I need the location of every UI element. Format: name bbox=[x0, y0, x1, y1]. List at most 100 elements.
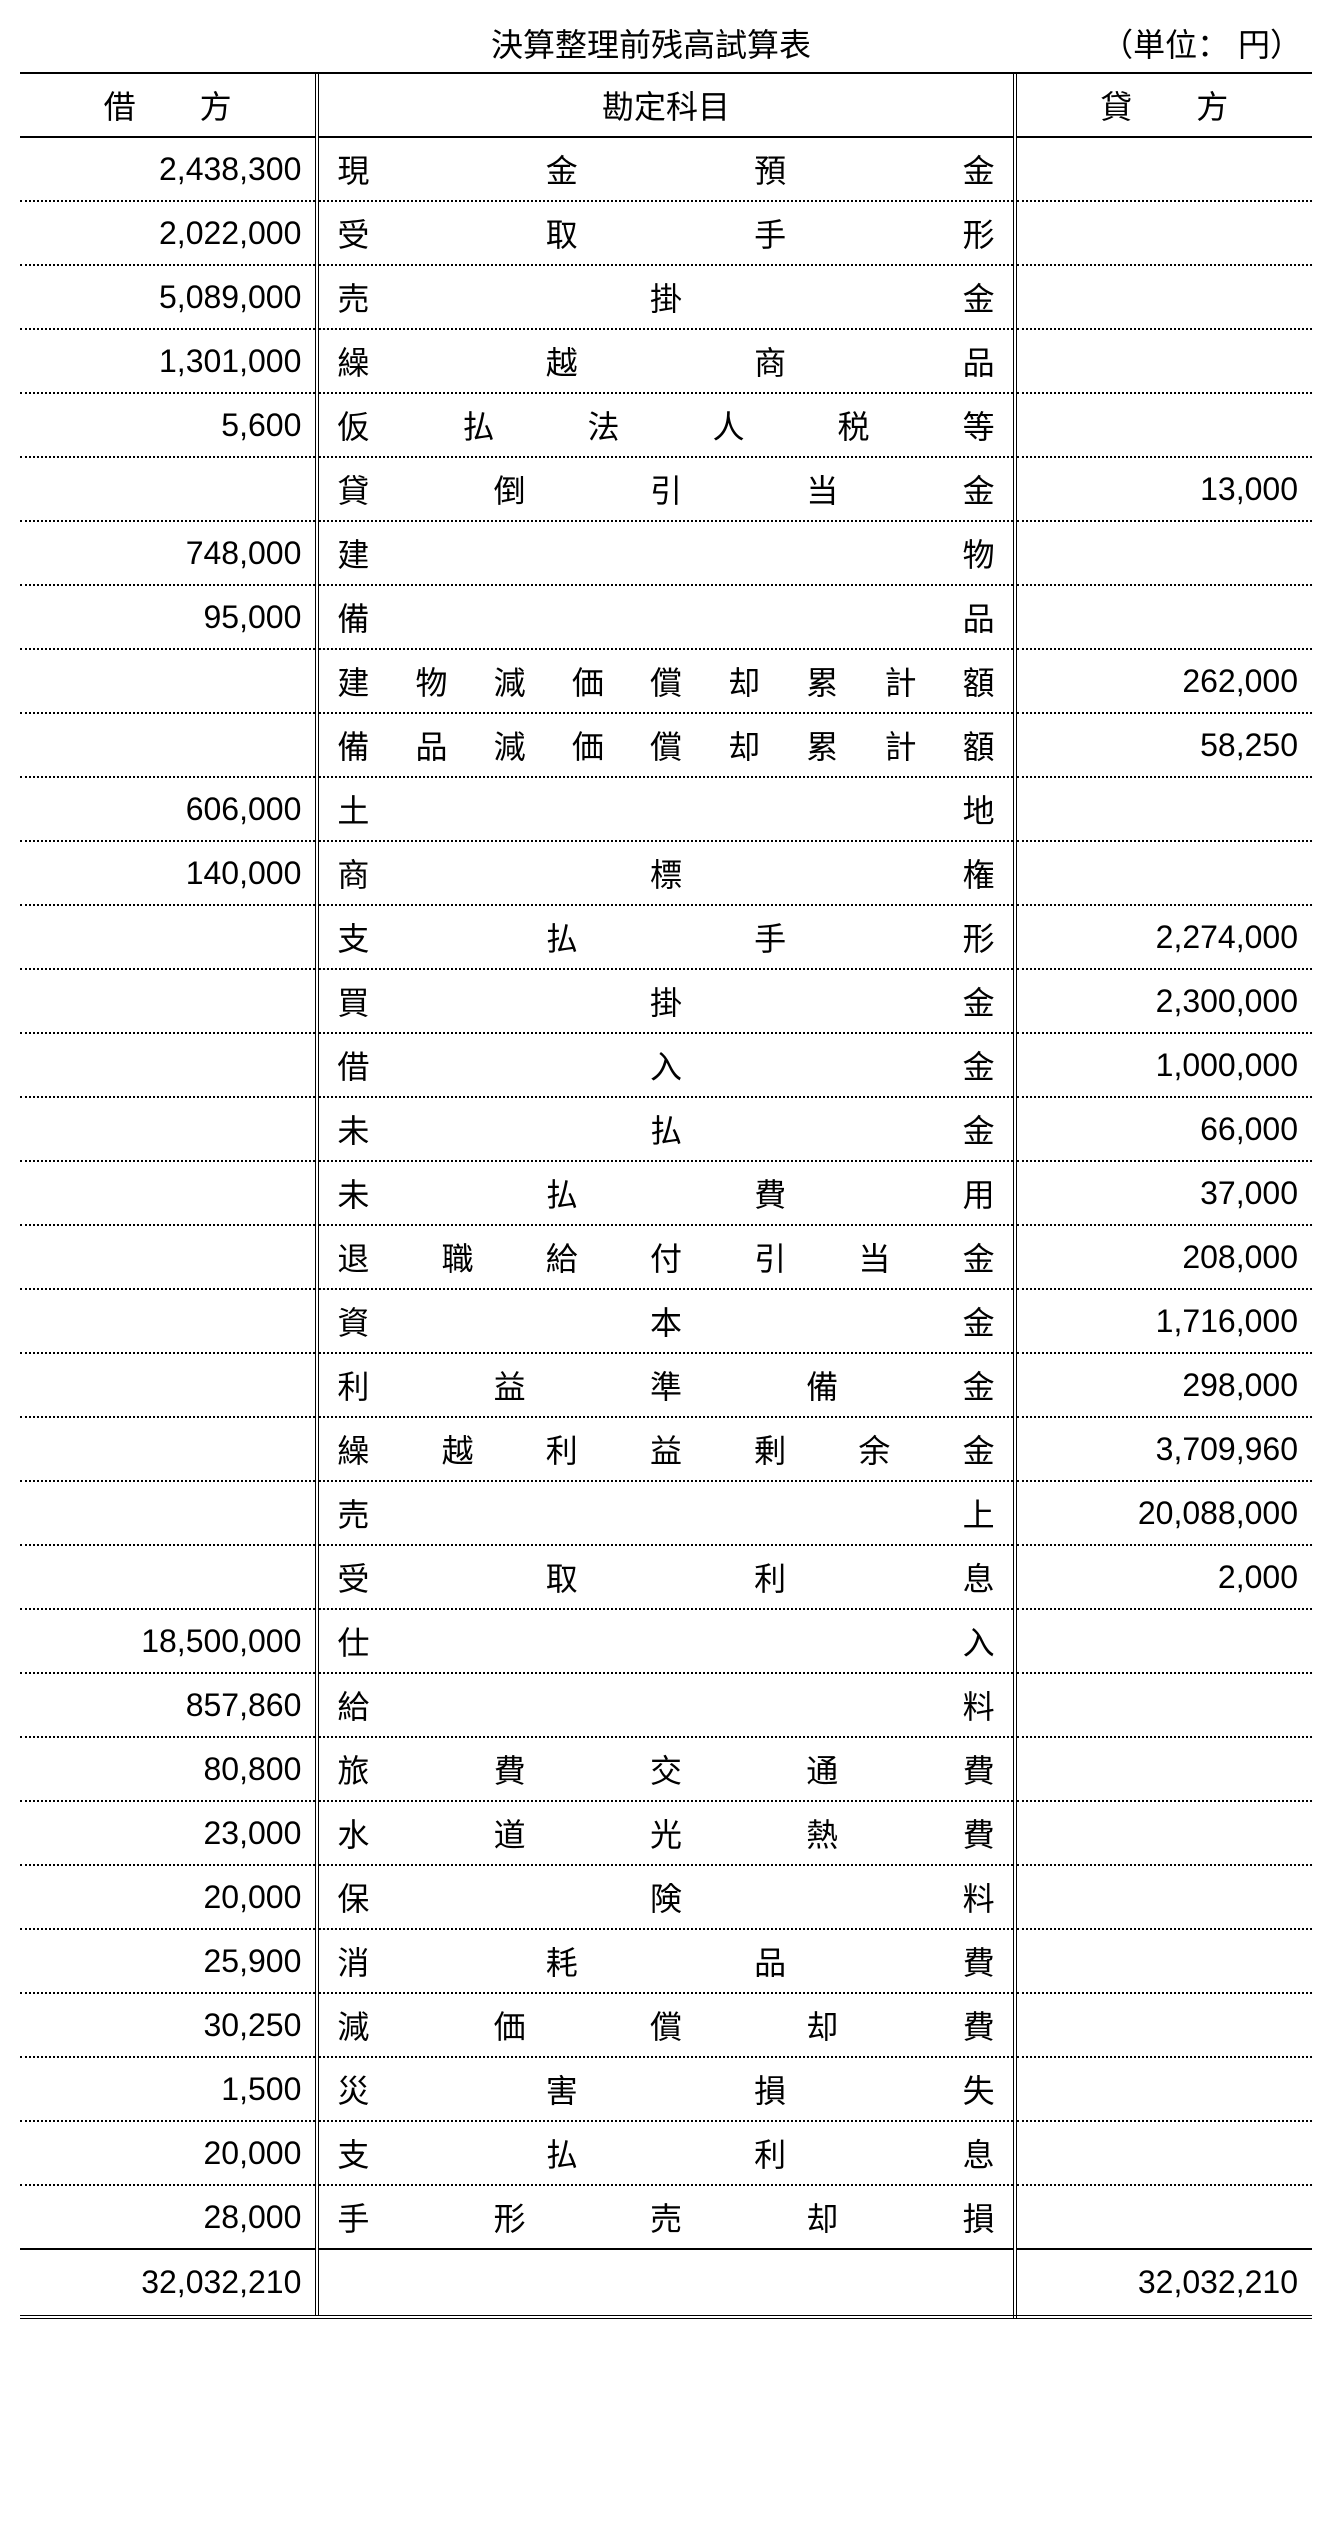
total-account-spacer bbox=[317, 2249, 1014, 2317]
account-label: 減価償却費 bbox=[337, 2002, 994, 2048]
credit-cell bbox=[1015, 1993, 1312, 2057]
credit-cell bbox=[1015, 1865, 1312, 1929]
account-label: 現金預金 bbox=[337, 146, 994, 192]
table-row: 857,860給料 bbox=[20, 1673, 1312, 1737]
table-row: 606,000土地 bbox=[20, 777, 1312, 841]
account-cell: 消耗品費 bbox=[317, 1929, 1014, 1993]
credit-cell bbox=[1015, 777, 1312, 841]
account-cell: 建物減価償却累計額 bbox=[317, 649, 1014, 713]
account-cell: 現金預金 bbox=[317, 137, 1014, 201]
table-row: 未払費用37,000 bbox=[20, 1161, 1312, 1225]
debit-cell bbox=[20, 1097, 317, 1161]
table-row: 貸倒引当金13,000 bbox=[20, 457, 1312, 521]
total-row: 32,032,210 32,032,210 bbox=[20, 2249, 1312, 2317]
account-label: 建物 bbox=[337, 530, 994, 576]
account-cell: 退職給付引当金 bbox=[317, 1225, 1014, 1289]
header-credit: 貸 方 bbox=[1015, 74, 1312, 137]
account-label: 仕入 bbox=[337, 1618, 994, 1664]
credit-cell bbox=[1015, 2185, 1312, 2249]
table-row: 備品減価償却累計額58,250 bbox=[20, 713, 1312, 777]
account-label: 繰越商品 bbox=[337, 338, 994, 384]
table-row: 28,000手形売却損 bbox=[20, 2185, 1312, 2249]
account-cell: 繰越利益剰余金 bbox=[317, 1417, 1014, 1481]
debit-cell bbox=[20, 1289, 317, 1353]
debit-cell: 857,860 bbox=[20, 1673, 317, 1737]
credit-cell bbox=[1015, 1801, 1312, 1865]
account-label: 借入金 bbox=[337, 1042, 994, 1088]
account-cell: 給料 bbox=[317, 1673, 1014, 1737]
table-row: 借入金 1,000,000 bbox=[20, 1033, 1312, 1097]
account-label: 災害損失 bbox=[337, 2066, 994, 2112]
account-label: 退職給付引当金 bbox=[337, 1234, 994, 1280]
table-row: 利益準備金298,000 bbox=[20, 1353, 1312, 1417]
account-cell: 繰越商品 bbox=[317, 329, 1014, 393]
account-label: 保険料 bbox=[337, 1874, 994, 1920]
debit-cell bbox=[20, 1161, 317, 1225]
account-label: 受取利息 bbox=[337, 1554, 994, 1600]
credit-cell bbox=[1015, 1609, 1312, 1673]
credit-cell: 298,000 bbox=[1015, 1353, 1312, 1417]
credit-cell bbox=[1015, 521, 1312, 585]
unit-label: （単位： 円） bbox=[1012, 20, 1312, 66]
debit-cell bbox=[20, 713, 317, 777]
debit-cell: 1,500 bbox=[20, 2057, 317, 2121]
debit-cell: 25,900 bbox=[20, 1929, 317, 1993]
table-row: 30,250 減価償却費 bbox=[20, 1993, 1312, 2057]
account-label: 消耗品費 bbox=[337, 1938, 994, 1984]
credit-cell bbox=[1015, 1929, 1312, 1993]
total-debit: 32,032,210 bbox=[20, 2249, 317, 2317]
table-row: 1,500 災害損失 bbox=[20, 2057, 1312, 2121]
debit-cell: 23,000 bbox=[20, 1801, 317, 1865]
table-row: 買掛金2,300,000 bbox=[20, 969, 1312, 1033]
debit-cell bbox=[20, 1417, 317, 1481]
account-cell: 借入金 bbox=[317, 1033, 1014, 1097]
credit-cell bbox=[1015, 841, 1312, 905]
debit-cell bbox=[20, 649, 317, 713]
account-label: 資本金 bbox=[337, 1298, 994, 1344]
credit-cell bbox=[1015, 265, 1312, 329]
account-label: 売掛金 bbox=[337, 274, 994, 320]
account-label: 備品 bbox=[337, 594, 994, 640]
credit-cell: 1,000,000 bbox=[1015, 1033, 1312, 1097]
table-row: 繰越利益剰余金3,709,960 bbox=[20, 1417, 1312, 1481]
credit-cell: 13,000 bbox=[1015, 457, 1312, 521]
table-row: 748,000建物 bbox=[20, 521, 1312, 585]
account-cell: 支払手形 bbox=[317, 905, 1014, 969]
credit-cell: 66,000 bbox=[1015, 1097, 1312, 1161]
account-cell: 受取利息 bbox=[317, 1545, 1014, 1609]
account-cell: 備品減価償却累計額 bbox=[317, 713, 1014, 777]
credit-cell bbox=[1015, 393, 1312, 457]
credit-cell bbox=[1015, 329, 1312, 393]
account-cell: 支払利息 bbox=[317, 2121, 1014, 2185]
account-cell: 売上 bbox=[317, 1481, 1014, 1545]
table-row: 80,800旅費交通費 bbox=[20, 1737, 1312, 1801]
debit-cell bbox=[20, 1481, 317, 1545]
header-account: 勘定科目 bbox=[317, 74, 1014, 137]
credit-cell: 2,274,000 bbox=[1015, 905, 1312, 969]
table-row: 95,000備品 bbox=[20, 585, 1312, 649]
table-row: 未払金 66,000 bbox=[20, 1097, 1312, 1161]
account-label: 未払金 bbox=[337, 1106, 994, 1152]
debit-cell: 28,000 bbox=[20, 2185, 317, 2249]
debit-cell: 20,000 bbox=[20, 1865, 317, 1929]
account-label: 仮払法人税等 bbox=[337, 402, 994, 448]
credit-cell: 262,000 bbox=[1015, 649, 1312, 713]
table-row: 2,438,300現金預金 bbox=[20, 137, 1312, 201]
table-row: 5,089,000売掛金 bbox=[20, 265, 1312, 329]
table-row: 1,301,000繰越商品 bbox=[20, 329, 1312, 393]
debit-cell bbox=[20, 1225, 317, 1289]
credit-cell: 37,000 bbox=[1015, 1161, 1312, 1225]
account-label: 買掛金 bbox=[337, 978, 994, 1024]
account-cell: 未払金 bbox=[317, 1097, 1014, 1161]
credit-cell bbox=[1015, 137, 1312, 201]
account-label: 土地 bbox=[337, 786, 994, 832]
debit-cell: 140,000 bbox=[20, 841, 317, 905]
header-debit: 借 方 bbox=[20, 74, 317, 137]
account-cell: 建物 bbox=[317, 521, 1014, 585]
debit-cell: 30,250 bbox=[20, 1993, 317, 2057]
account-label: 旅費交通費 bbox=[337, 1746, 994, 1792]
account-cell: 利益準備金 bbox=[317, 1353, 1014, 1417]
account-cell: 買掛金 bbox=[317, 969, 1014, 1033]
credit-cell bbox=[1015, 1737, 1312, 1801]
credit-cell: 20,088,000 bbox=[1015, 1481, 1312, 1545]
